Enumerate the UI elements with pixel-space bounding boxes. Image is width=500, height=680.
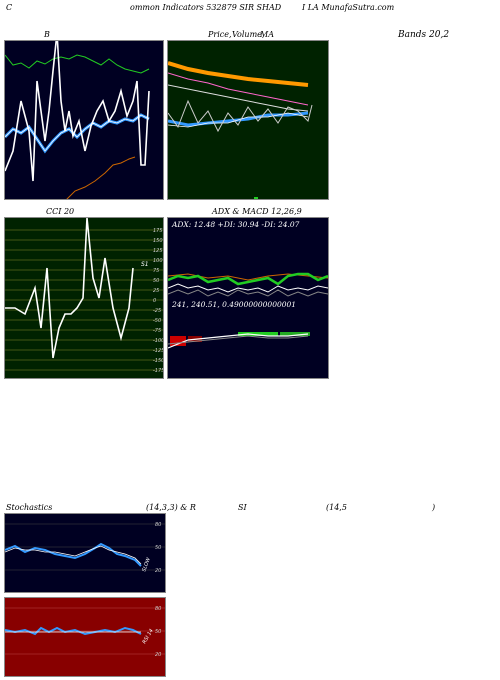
adx-macd-chart: ADX: 12.48 +DI: 30.94 -DI: 24.07 241, 24… — [167, 217, 329, 379]
cci-tick-label: -50 — [153, 318, 161, 324]
cci-tick-label: 150 — [153, 238, 163, 244]
cci-tick-label: -75 — [153, 328, 161, 334]
stoch-label: SLOW — [141, 556, 152, 573]
cci-tick-label: -175 — [153, 368, 163, 374]
cci-tick-label: 175 — [153, 228, 163, 234]
cci-tick-label: 100 — [153, 258, 163, 264]
cci-tick-label: 25 — [153, 288, 159, 294]
cci-tick-label: 125 — [153, 248, 163, 254]
rsi-tick-20: 20 — [155, 652, 161, 658]
price-title-c: MA — [260, 30, 274, 39]
rsi-label: RSI 14 — [142, 628, 155, 645]
bollinger-title: B — [44, 30, 50, 39]
cci-tick-label: -125 — [153, 348, 163, 354]
cci-tick-label: -100 — [153, 338, 163, 344]
rsi-close: ) — [432, 503, 436, 512]
stoch-params: (14,3,3) & R — [146, 503, 196, 512]
bollinger-chart — [4, 40, 164, 200]
watermark: MunafaSutra.com — [172, 572, 367, 597]
header-title: ommon Indicators 532879 SIR SHAD — [130, 3, 282, 12]
price-title-b: Volume, — [232, 30, 265, 39]
rsi-title: SI — [238, 503, 247, 512]
stoch-tick-80: 80 — [155, 522, 161, 528]
stoch-title: Stochastics — [6, 503, 53, 512]
header-site: I LA MunafaSutra.com — [302, 3, 395, 12]
bollinger-title-right: Bands 20,2 — [398, 30, 450, 40]
macd-values: 241, 240.51, 0.49000000000001 — [172, 300, 297, 309]
rsi-chart: 80 50 20 RSI 14 — [4, 597, 166, 677]
stoch-tick-20: 20 — [155, 568, 161, 574]
cci-tick-label: 50 — [153, 278, 159, 284]
stoch-tick-50: 50 — [155, 545, 161, 551]
cci-tick-label: -25 — [153, 308, 161, 314]
rsi-tick-50: 50 — [155, 629, 161, 635]
rsi-params: (14,5 — [326, 503, 347, 512]
cci-tick-label: -150 — [153, 358, 163, 364]
stochastics-chart: 80 50 20 SLOW — [4, 513, 166, 593]
adx-title: ADX & MACD 12,26,9 — [212, 207, 302, 216]
cci-series-label: S1 — [141, 261, 149, 268]
cci-title: CCI 20 — [46, 207, 75, 216]
price-chart — [167, 40, 329, 200]
header-c: C — [6, 3, 13, 12]
cci-tick-label: 75 — [153, 268, 159, 274]
cci-tick-label: 0 — [153, 298, 156, 304]
price-title-a: Price, — [208, 30, 232, 39]
adx-stats: ADX: 12.48 +DI: 30.94 -DI: 24.07 — [172, 220, 300, 229]
cci-chart: S1 175 150 125 100 75 50 25 0 -25 -50 -75 -100 -125 -… — [4, 217, 164, 379]
rsi-tick-80: 80 — [155, 606, 161, 612]
